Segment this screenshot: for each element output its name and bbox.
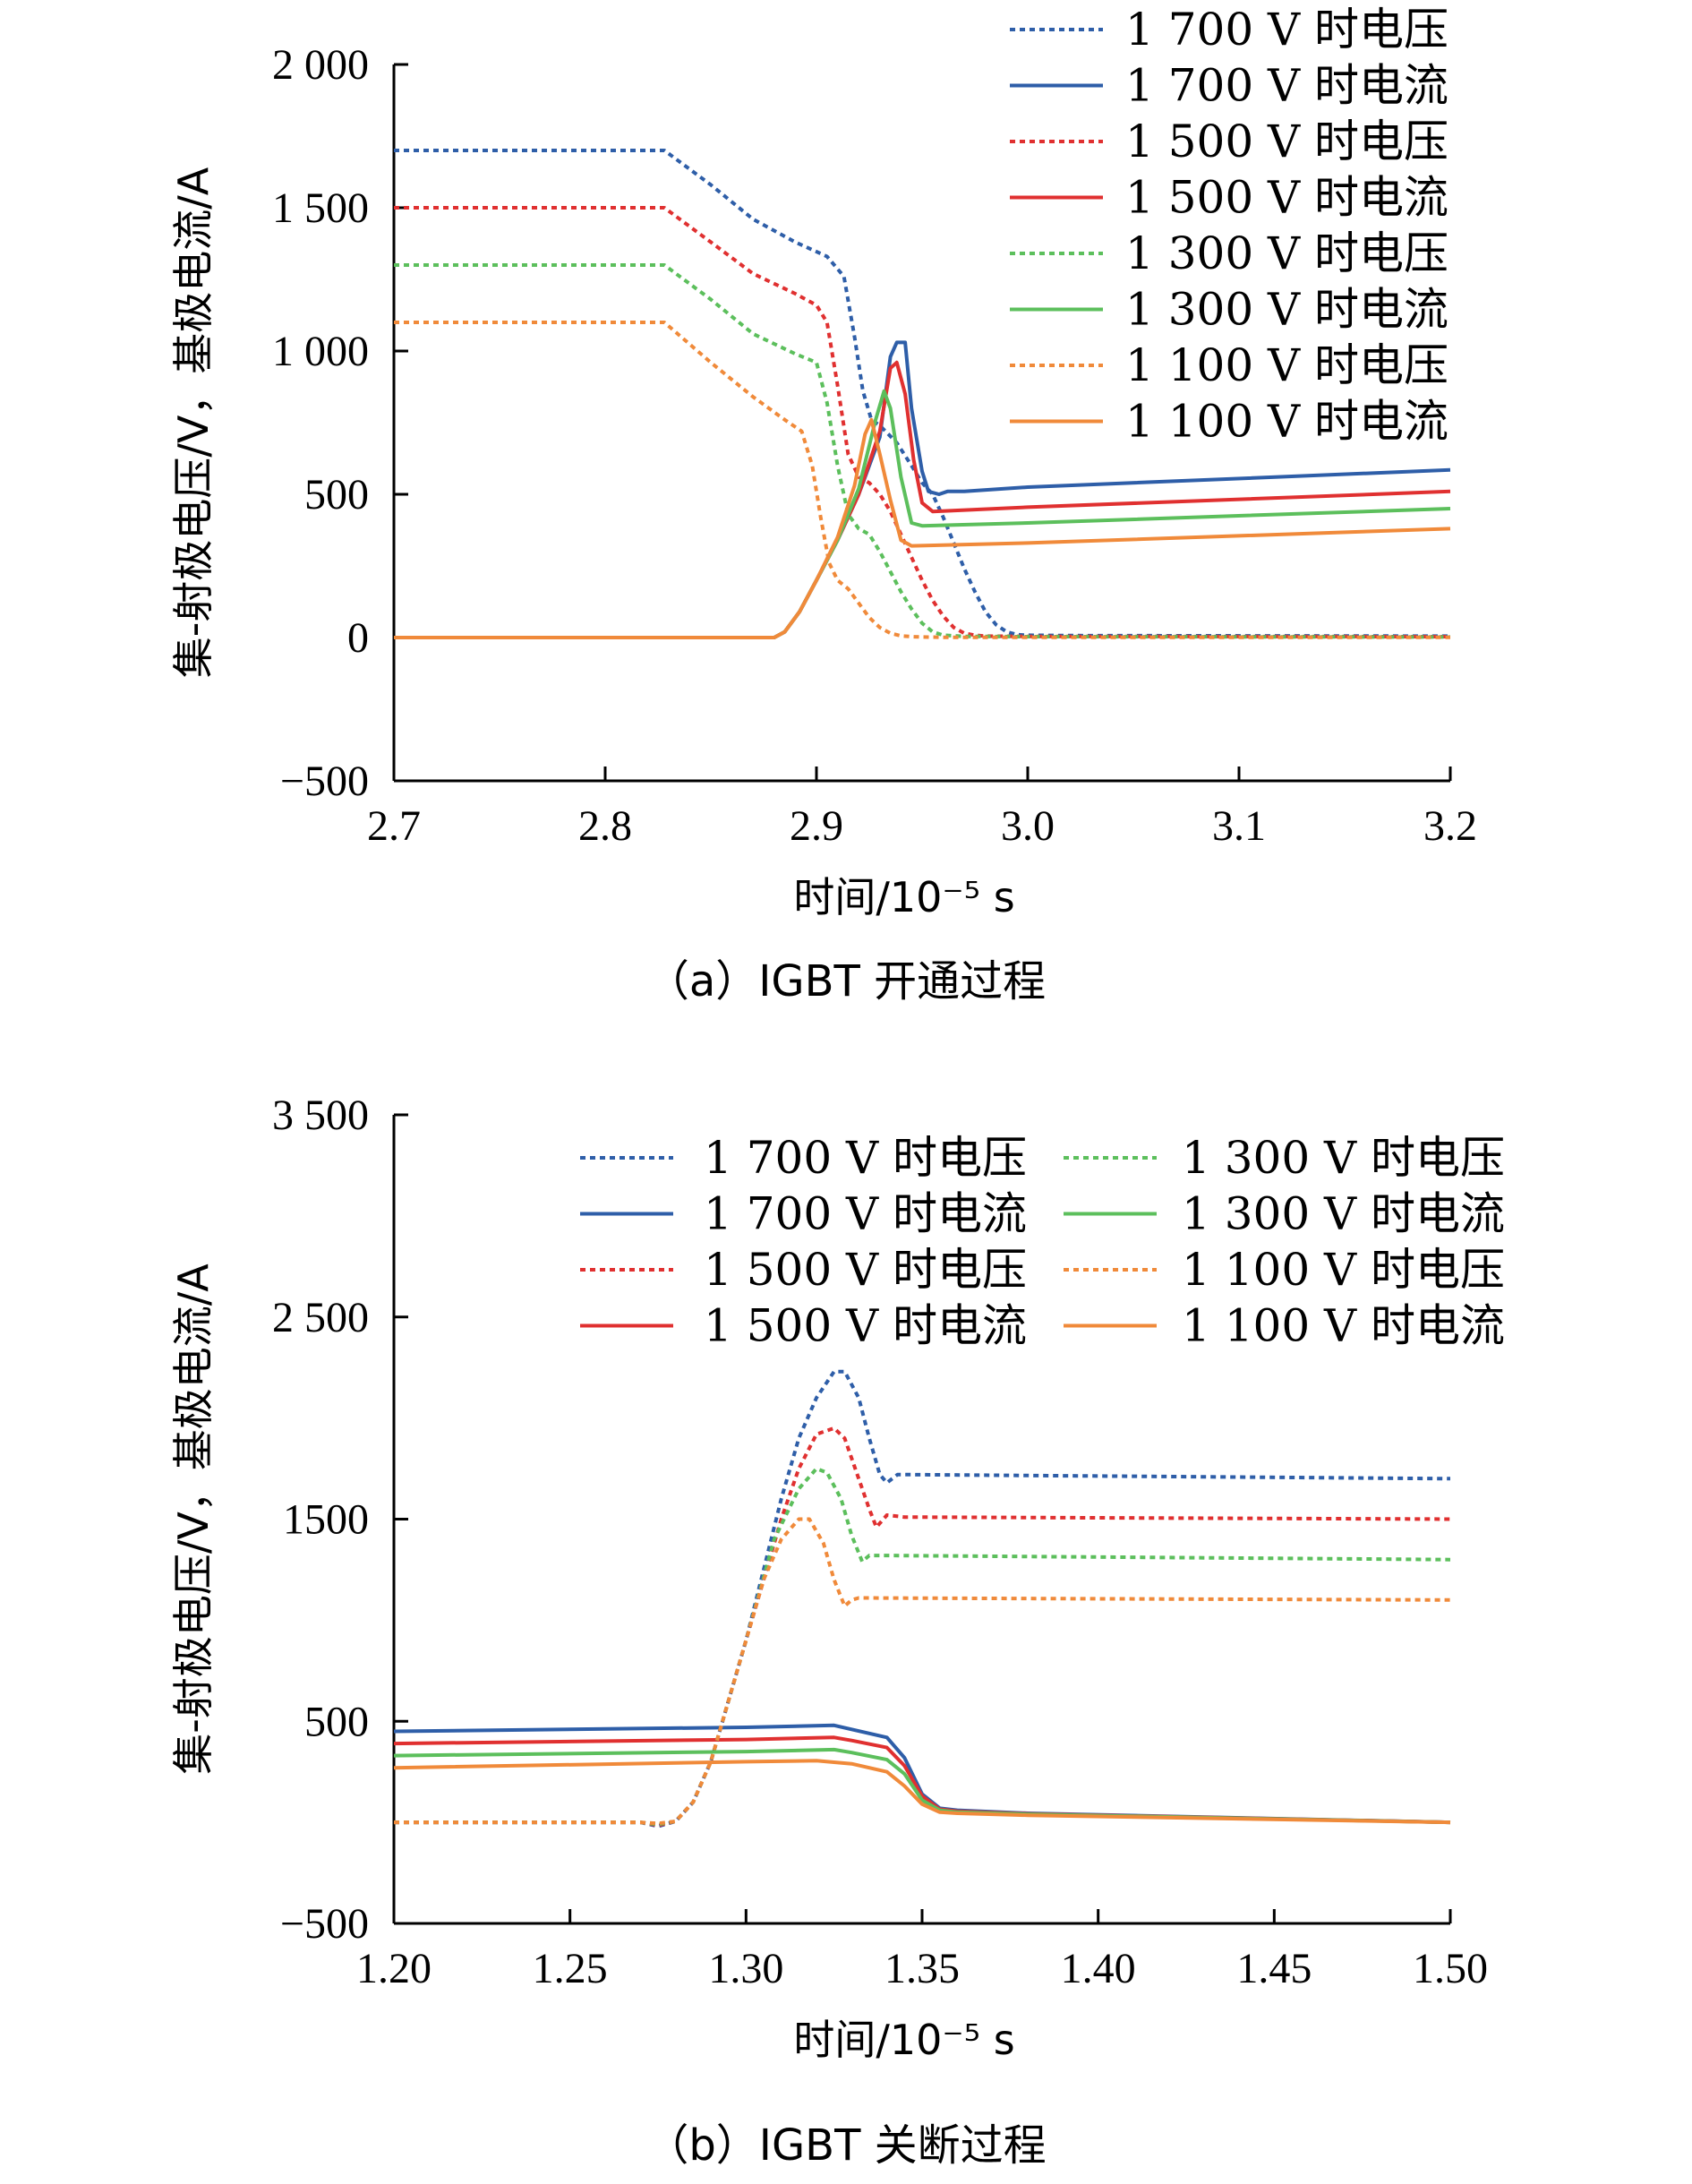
chart-a: −500 0 500 1 000 1 500 2 000 2.7 2.8 2.9 3.0 3.1 3.… — [169, 4, 1477, 1006]
x-tick-label: 1.40 — [1061, 1945, 1136, 1992]
legend-label: 1 100 V 时电流 — [1125, 396, 1448, 448]
x-tick-label: 1.30 — [708, 1945, 783, 1992]
legend-label: 1 500 V 时电流 — [1125, 172, 1448, 224]
current-series-line — [394, 417, 1451, 639]
x-tick-label: 3.0 — [1001, 802, 1055, 850]
x-tick-label: 3.1 — [1212, 802, 1266, 850]
y-tick-label: 2 000 — [272, 41, 369, 89]
x-axis-title: 时间/10⁻⁵ s — [793, 2016, 1014, 2064]
x-axis-title: 时间/10⁻⁵ s — [793, 873, 1014, 921]
x-tick-label: 2.7 — [367, 802, 421, 850]
x-tick-label: 1.45 — [1236, 1945, 1312, 1992]
legend-label: 1 100 V 时电压 — [1182, 1244, 1505, 1296]
legend-label: 1 300 V 时电压 — [1182, 1132, 1505, 1184]
legend-label: 1 700 V 时电流 — [704, 1188, 1027, 1240]
chart-caption: （a）IGBT 开通过程 — [646, 956, 1046, 1006]
legend-label: 1 500 V 时电压 — [1125, 116, 1448, 167]
y-tick-label: 2 500 — [272, 1294, 369, 1341]
x-tick-label: 1.25 — [533, 1945, 608, 1992]
y-axis-title: 集-射极电压/V，基极电流/A — [169, 1263, 218, 1775]
chart-b: −500 500 1500 2 500 3 500 1.20 1.25 1.30 1.35 1.4… — [169, 1092, 1505, 2171]
voltage-series-line — [394, 263, 1451, 639]
legend-label: 1 700 V 时电压 — [1125, 4, 1448, 56]
y-tick-label: 1 500 — [272, 184, 369, 232]
voltage-series-line — [394, 1369, 1451, 1829]
legend-label: 1 100 V 时电流 — [1182, 1300, 1505, 1352]
voltage-series-line — [394, 1517, 1451, 1826]
legend-label: 1 500 V 时电流 — [704, 1300, 1027, 1352]
legend-label: 1 300 V 时电流 — [1125, 284, 1448, 336]
y-tick-label: 1 000 — [272, 328, 369, 375]
legend-label: 1 700 V 时电流 — [1125, 60, 1448, 112]
y-tick-label: 3 500 — [272, 1092, 369, 1139]
x-tick-label: 3.2 — [1423, 802, 1477, 850]
current-series-line — [393, 1723, 1451, 1825]
x-tick-label: 1.35 — [884, 1945, 960, 1992]
x-tick-label: 1.50 — [1413, 1945, 1488, 1992]
voltage-series-line — [394, 1467, 1451, 1827]
y-tick-label: −500 — [280, 1900, 369, 1948]
legend-label: 1 500 V 时电压 — [704, 1244, 1027, 1296]
y-tick-label: −500 — [280, 758, 369, 805]
y-tick-label: 1500 — [283, 1496, 369, 1544]
legend-label: 1 700 V 时电压 — [704, 1132, 1027, 1184]
x-tick-label: 1.20 — [356, 1945, 432, 1992]
y-tick-label: 500 — [304, 1698, 369, 1745]
legend-label: 1 300 V 时电压 — [1125, 227, 1448, 279]
y-axis-title: 集-射极电压/V，基极电流/A — [169, 167, 218, 678]
legend-label: 1 100 V 时电压 — [1125, 339, 1448, 391]
current-series-line — [393, 1747, 1451, 1825]
y-tick-label: 0 — [347, 614, 369, 662]
x-tick-label: 2.9 — [790, 802, 843, 850]
x-tick-label: 2.8 — [578, 802, 632, 850]
chart-caption: （b）IGBT 关断过程 — [645, 2120, 1046, 2171]
legend-label: 1 300 V 时电流 — [1182, 1188, 1505, 1240]
current-series-line — [393, 1759, 1451, 1825]
y-tick-label: 500 — [304, 471, 369, 518]
current-series-line — [393, 1735, 1451, 1825]
